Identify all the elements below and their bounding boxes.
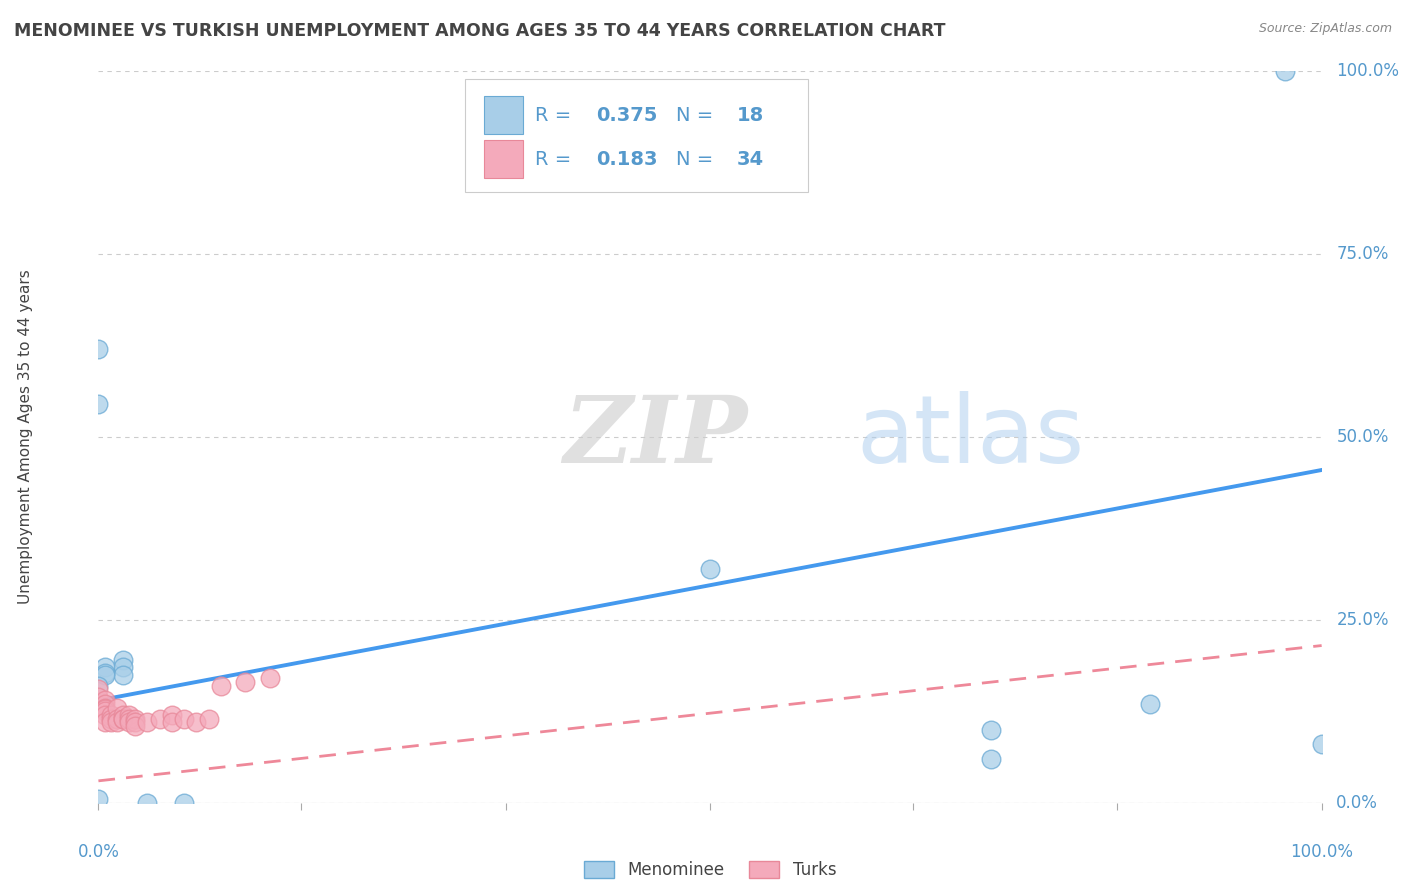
Point: [149, 712, 172, 726]
Point: [173, 796, 195, 810]
Point: [93, 660, 115, 674]
Point: [118, 708, 141, 723]
Text: 0.0%: 0.0%: [1336, 794, 1378, 812]
FancyBboxPatch shape: [465, 78, 808, 192]
Point: [259, 672, 281, 686]
Text: R =: R =: [536, 150, 578, 169]
Text: 0.0%: 0.0%: [77, 843, 120, 861]
Point: [87, 690, 110, 704]
Point: [93, 693, 115, 707]
Point: [111, 667, 134, 681]
Point: [93, 702, 115, 716]
Point: [100, 712, 122, 726]
Text: 75.0%: 75.0%: [1336, 245, 1389, 263]
Point: [111, 708, 134, 723]
Point: [93, 700, 115, 714]
Point: [699, 562, 721, 576]
Text: 18: 18: [737, 106, 765, 125]
Point: [100, 708, 122, 723]
Point: [1139, 697, 1161, 711]
Text: 50.0%: 50.0%: [1336, 428, 1389, 446]
Point: [197, 712, 219, 726]
Text: Unemployment Among Ages 35 to 44 years: Unemployment Among Ages 35 to 44 years: [17, 269, 32, 605]
Point: [93, 697, 115, 711]
FancyBboxPatch shape: [484, 140, 523, 178]
Point: [124, 715, 146, 730]
Point: [87, 682, 110, 697]
Point: [1310, 737, 1333, 751]
Text: 0.375: 0.375: [596, 106, 658, 125]
Point: [87, 397, 110, 411]
Point: [233, 675, 256, 690]
Point: [111, 712, 134, 726]
Point: [136, 715, 159, 730]
Point: [173, 712, 195, 726]
Point: [87, 343, 110, 357]
Point: [105, 700, 128, 714]
Point: [93, 665, 115, 680]
Point: [93, 705, 115, 719]
Point: [980, 723, 1002, 737]
Point: [87, 792, 110, 806]
Point: [980, 752, 1002, 766]
Point: [111, 653, 134, 667]
Text: Source: ZipAtlas.com: Source: ZipAtlas.com: [1258, 22, 1392, 36]
Point: [118, 715, 141, 730]
Point: [118, 712, 141, 726]
Point: [111, 660, 134, 674]
Text: 100.0%: 100.0%: [1291, 843, 1353, 861]
Point: [160, 708, 183, 723]
Point: [124, 719, 146, 733]
FancyBboxPatch shape: [484, 96, 523, 135]
Text: 0.183: 0.183: [596, 150, 658, 169]
Point: [124, 712, 146, 726]
Point: [105, 712, 128, 726]
Text: 34: 34: [737, 150, 763, 169]
Text: 100.0%: 100.0%: [1336, 62, 1399, 80]
Point: [209, 679, 232, 693]
Legend: Menominee, Turks: Menominee, Turks: [576, 855, 844, 886]
Text: N =: N =: [676, 150, 720, 169]
Text: MENOMINEE VS TURKISH UNEMPLOYMENT AMONG AGES 35 TO 44 YEARS CORRELATION CHART: MENOMINEE VS TURKISH UNEMPLOYMENT AMONG …: [14, 22, 946, 40]
Point: [105, 715, 128, 730]
Point: [186, 715, 208, 730]
Text: ZIP: ZIP: [564, 392, 748, 482]
Point: [100, 715, 122, 730]
Point: [87, 679, 110, 693]
Text: 25.0%: 25.0%: [1336, 611, 1389, 629]
Text: N =: N =: [676, 106, 720, 125]
Text: R =: R =: [536, 106, 578, 125]
Point: [1274, 64, 1296, 78]
Text: atlas: atlas: [856, 391, 1085, 483]
Point: [160, 715, 183, 730]
Point: [111, 712, 134, 726]
Point: [93, 715, 115, 730]
Point: [136, 796, 159, 810]
Point: [93, 708, 115, 723]
Point: [93, 667, 115, 681]
